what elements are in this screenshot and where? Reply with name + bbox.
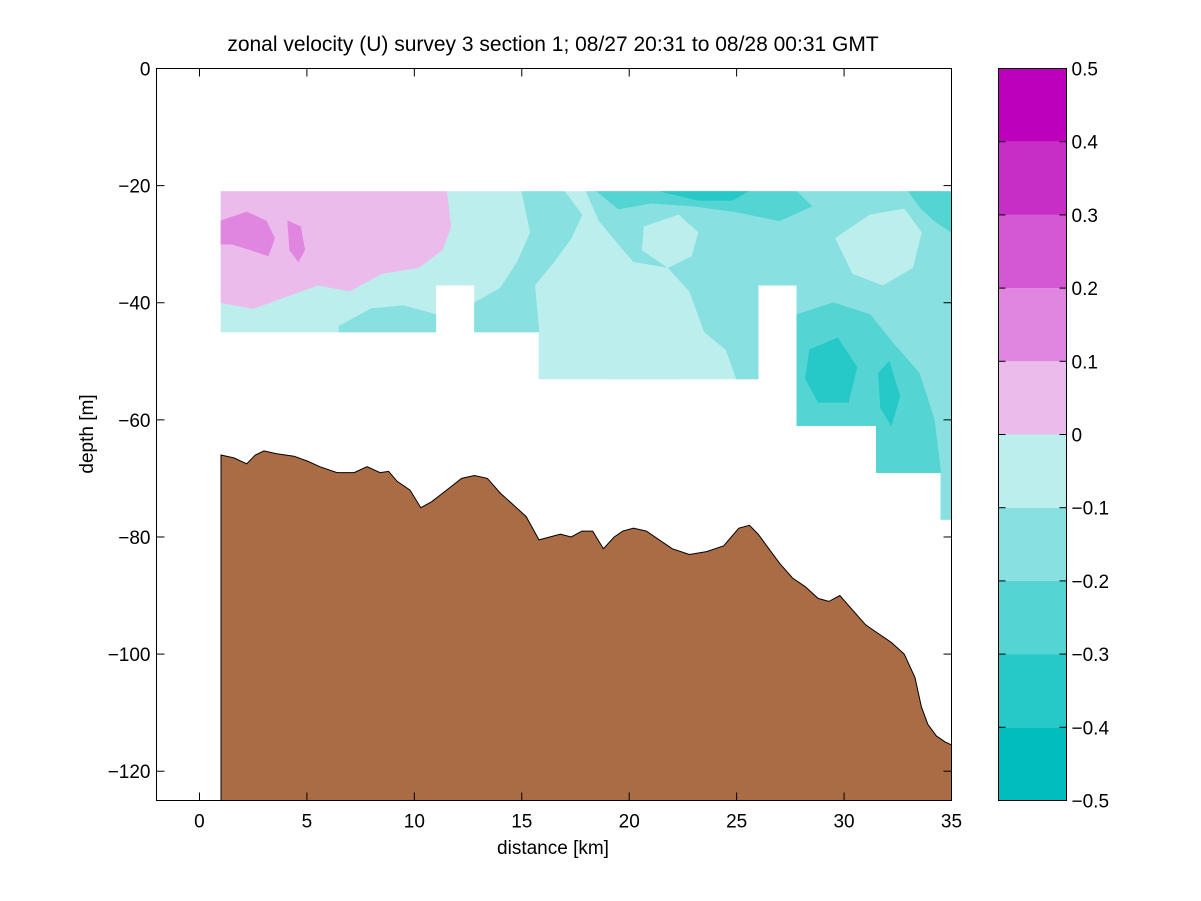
velocity-region-8	[835, 208, 922, 286]
velocity-region-15	[878, 360, 901, 427]
axes: 0 5 10 15 20 25 30 35 0 −20 −40 −60 −80 −100 −120	[108, 60, 962, 833]
x-tick-label: 5	[302, 812, 313, 833]
y-tick-label: −100	[108, 645, 151, 666]
colorbar-tick-label: 0	[1072, 426, 1083, 447]
bathymetry-profile	[220, 450, 952, 801]
y-tick-label: −40	[118, 294, 150, 315]
velocity-region-2	[220, 211, 276, 257]
velocity-region-13	[805, 337, 858, 403]
velocity-region-3	[287, 220, 306, 263]
velocity-region-7	[641, 214, 699, 268]
colorbar-tick-label: −0.3	[1072, 645, 1110, 666]
colorbar-tick-label: −0.1	[1072, 499, 1110, 520]
colorbar-swatch	[998, 507, 1067, 581]
plot-frame	[156, 68, 952, 801]
velocity-region-12	[907, 191, 952, 234]
y-tick-label: −120	[108, 762, 151, 783]
colorbar-swatch	[998, 214, 1067, 289]
colorbar-tick-label: 0.5	[1072, 60, 1098, 81]
colorbar-swatch	[998, 580, 1067, 655]
x-tick-label: 10	[404, 812, 425, 833]
colorbar-swatch	[998, 288, 1067, 362]
colorbar-swatch	[998, 68, 1067, 142]
velocity-region-1	[220, 191, 452, 309]
y-tick-label: 0	[140, 60, 151, 81]
velocity-region-10	[596, 191, 813, 222]
y-axis-label: depth [m]	[77, 394, 98, 473]
colorbar-tick-label: −0.2	[1072, 572, 1110, 593]
velocity-field	[220, 191, 952, 520]
x-axis-label: distance [km]	[497, 838, 609, 859]
y-tick-label: −80	[118, 528, 150, 549]
velocity-region-5	[338, 305, 437, 333]
colorbar-tick-label: 0.2	[1072, 279, 1098, 300]
x-tick-label: 0	[194, 812, 205, 833]
colorbar-swatch	[998, 654, 1067, 728]
velocity-region-14	[661, 191, 749, 201]
chart-title: zonal velocity (U) survey 3 section 1; 0…	[227, 33, 879, 56]
colorbar-tick-label: −0.4	[1072, 718, 1110, 739]
colorbar-tick-label: 0.1	[1072, 352, 1098, 373]
velocity-region-9	[594, 284, 684, 380]
colorbar-swatch	[998, 141, 1067, 215]
colorbar-tick-label: −0.5	[1072, 792, 1110, 813]
x-tick-label: 20	[619, 812, 640, 833]
colorbar: 0.5 0.4 0.3 0.2 0.1 0 −0.1 −0.2 −0.3 −0.4 −0.5	[998, 60, 1110, 813]
velocity-region-4	[474, 191, 583, 333]
x-tick-label: 35	[941, 812, 962, 833]
bathymetry	[220, 450, 952, 801]
x-tick-label: 25	[726, 812, 747, 833]
y-tick-label: −60	[118, 411, 150, 432]
x-tick-label: 15	[511, 812, 532, 833]
colorbar-swatch	[998, 361, 1067, 435]
y-tick-label: −20	[118, 177, 150, 198]
colorbar-swatch	[998, 727, 1067, 801]
colorbar-swatch	[998, 434, 1067, 508]
colorbar-tick-label: 0.4	[1072, 133, 1099, 154]
colorbar-tick-label: 0.3	[1072, 206, 1098, 227]
x-tick-label: 30	[833, 812, 854, 833]
